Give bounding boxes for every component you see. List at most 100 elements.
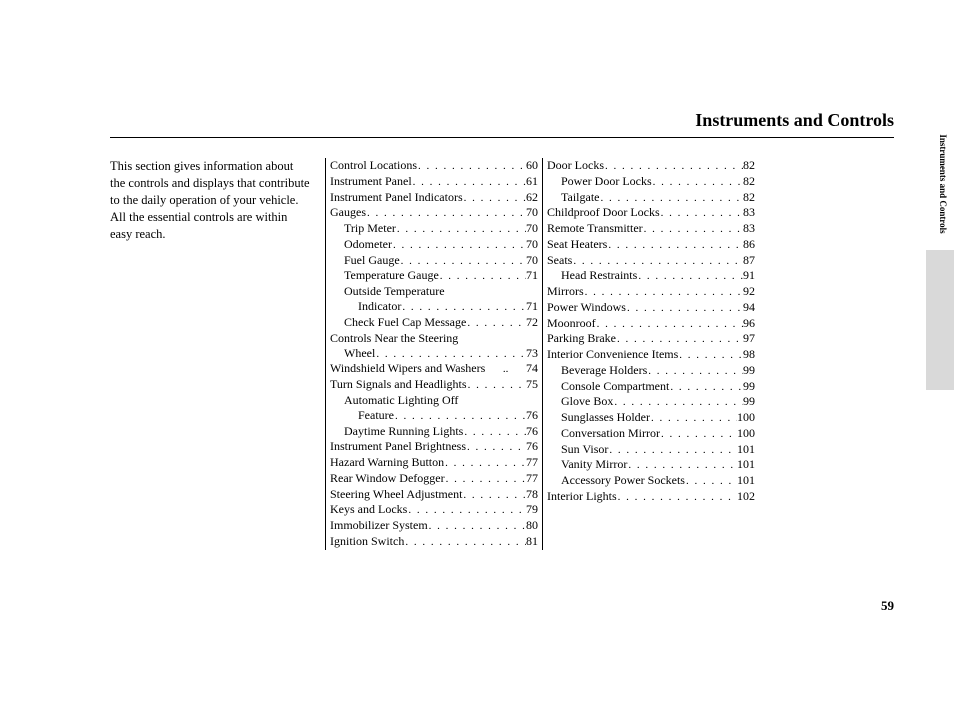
toc-leader-dots: . . . . . . . . . . . . . . . . . . . . …	[627, 459, 737, 473]
toc-label: Beverage Holders	[561, 363, 647, 378]
toc-entry: Remote Transmitter. . . . . . . . . . . …	[547, 221, 755, 237]
toc-label: Power Door Locks	[561, 174, 652, 189]
toc-page-number: 70	[526, 205, 538, 220]
toc-leader-dots: . . . . . . . . . . . . . . . . . . . . …	[617, 491, 737, 505]
toc-leader-dots: . . . . . . . . . . . . . . . . . . . . …	[599, 192, 743, 206]
toc-leader-dots: . . . . . . . . . . . . . . . . . . . . …	[637, 270, 743, 284]
toc-page-number: 77	[526, 455, 538, 470]
toc-page-number: 76	[526, 439, 538, 454]
toc-label: Control Locations	[330, 158, 417, 173]
toc-label: Glove Box	[561, 394, 613, 409]
toc-entry: Beverage Holders. . . . . . . . . . . . …	[547, 363, 755, 379]
toc-page-number: 78	[526, 487, 538, 502]
toc-label: Childproof Door Locks	[547, 205, 660, 220]
toc-entry: Seats. . . . . . . . . . . . . . . . . .…	[547, 253, 755, 269]
toc-label: Automatic Lighting Off	[344, 393, 458, 408]
toc-leader-dots: . . . . . . . . . . . . . . . . . . . . …	[660, 207, 743, 221]
toc-leader-dots: . . . . . . . . . . . . . . . . . . . . …	[607, 239, 743, 253]
toc-entry: Sunglasses Holder. . . . . . . . . . . .…	[547, 410, 755, 426]
toc-entry: Outside Temperature	[330, 284, 538, 299]
toc-entry: Windshield Wipers and Washers .. 74	[330, 361, 538, 377]
toc-label: Fuel Gauge	[344, 253, 400, 268]
toc-leader-dots: . . . . . . . . . . . . . . . . . . . . …	[572, 255, 743, 269]
toc-label: Instrument Panel Indicators	[330, 190, 463, 205]
toc-entry: Automatic Lighting Off	[330, 393, 538, 408]
toc-leader-dots: . . . . . . . . . . . . . . . . . . . . …	[626, 302, 743, 316]
toc-column-2: Door Locks. . . . . . . . . . . . . . . …	[542, 158, 759, 550]
toc-entry: Control Locations. . . . . . . . . . . .…	[330, 158, 538, 174]
toc-entry: Power Door Locks. . . . . . . . . . . . …	[547, 174, 755, 190]
toc-leader-dots: . . . . . . . . . . . . . . . . . . . . …	[466, 441, 526, 455]
toc-label: Instrument Panel	[330, 174, 412, 189]
toc-leader-dots: . . . . . . . . . . . . . . . . . . . . …	[439, 270, 526, 284]
document-page: Instruments and Controls This section gi…	[0, 0, 954, 710]
toc-label: Conversation Mirror	[561, 426, 660, 441]
toc-leader-dots: . . . . . . . . . . . . . . . . . . . . …	[604, 160, 743, 174]
toc-entry: Door Locks. . . . . . . . . . . . . . . …	[547, 158, 755, 174]
toc-leader-dots: . . . . . . . . . . . . . . . . . . . . …	[660, 428, 737, 442]
toc-label: Odometer	[344, 237, 392, 252]
toc-leader-dots: . . . . . . . . . . . . . . . . . . . . …	[463, 426, 526, 440]
toc-page-number: 91	[743, 268, 755, 283]
toc-leader-dots: . . . . . . . . . . . . . . . . . . . . …	[401, 301, 526, 315]
toc-entry: Instrument Panel Indicators. . . . . . .…	[330, 190, 538, 206]
toc-page-number: 102	[737, 489, 755, 504]
toc-entry: Power Windows. . . . . . . . . . . . . .…	[547, 300, 755, 316]
toc-page-number: 79	[526, 502, 538, 517]
toc-column-1: Control Locations . . . . . . . . . . . .…	[325, 158, 542, 550]
toc-label: Sun Visor	[561, 442, 608, 457]
toc-entry: Temperature Gauge. . . . . . . . . . . .…	[330, 268, 538, 284]
toc-leader-dots: . . . . . . . . . . . . . . . . . . . . …	[375, 348, 526, 362]
toc-label: Check Fuel Cap Message	[344, 315, 466, 330]
toc-leader-dots: . . . . . . . . . . . . . . . . . . . . …	[685, 475, 737, 489]
toc-leader-dots: . . . . . . . . . . . . . . . . . . . . …	[428, 520, 526, 534]
toc-label: Trip Meter	[344, 221, 396, 236]
toc-page-number: 101	[737, 442, 755, 457]
toc-label: Seats	[547, 253, 572, 268]
toc-entry: Glove Box. . . . . . . . . . . . . . . .…	[547, 394, 755, 410]
toc-label: Head Restraints	[561, 268, 637, 283]
toc-entry: Accessory Power Sockets. . . . . . . . .…	[547, 473, 755, 489]
toc-entry: Keys and Locks. . . . . . . . . . . . . …	[330, 502, 538, 518]
toc-page-number: 99	[743, 394, 755, 409]
toc-label: Interior Convenience Items	[547, 347, 678, 362]
toc-label: Remote Transmitter	[547, 221, 643, 236]
toc-entry: Gauges. . . . . . . . . . . . . . . . . …	[330, 205, 538, 221]
toc-leader-dots: . . . . . . . . . . . . . . . . . . . . …	[400, 255, 526, 269]
toc-entry: Fuel Gauge. . . . . . . . . . . . . . . …	[330, 253, 538, 269]
toc-page-number: 70	[526, 253, 538, 268]
toc-entry: Turn Signals and Headlights. . . . . . .…	[330, 377, 538, 393]
toc-page-number: 61	[526, 174, 538, 189]
toc-page-number: 73	[526, 346, 538, 361]
toc-page-number: 74	[526, 361, 538, 376]
toc-page-number: 81	[526, 534, 538, 549]
toc-leader-dots: . . . . . . . . . . . . . . . . . . . . …	[678, 349, 743, 363]
toc-label: Gauges	[330, 205, 366, 220]
toc-page-number: 76	[526, 408, 538, 423]
toc-leader-dots: . . . . . . . . . . . . . . . . . . . . …	[650, 412, 737, 426]
toc-leader-dots: . . . . . . . . . . . . . . . . . . . . …	[652, 176, 743, 190]
toc-leader-dots: . . . . . . . . . . . . . . . . . . . . …	[412, 176, 526, 190]
toc-page-number: 83	[743, 221, 755, 236]
toc-page-number: 70	[526, 237, 538, 252]
toc-entry: Instrument Panel. . . . . . . . . . . . …	[330, 174, 538, 190]
toc-label: Wheel	[344, 346, 375, 361]
toc-page-number: 62	[526, 190, 538, 205]
toc-label: Accessory Power Sockets	[561, 473, 685, 488]
toc-entry: Console Compartment. . . . . . . . . . .…	[547, 379, 755, 395]
toc-leader-dots: . . . . . . . . . . . . . . . . . . . . …	[444, 457, 526, 471]
toc-leader-dots: . . . . . . . . . . . . . . . . . . . . …	[445, 473, 526, 487]
toc-leader-dots: . . . . . . . . . . . . . . . . . . . . …	[396, 223, 526, 237]
toc-page-number: 82	[743, 174, 755, 189]
toc-label: Controls Near the Steering	[330, 331, 458, 346]
toc-page-number: 76	[526, 424, 538, 439]
toc-leader-dots: . . . . . . . . . . . . . . . . . . . . …	[608, 444, 737, 458]
toc-leader-dots: . . . . . . . . . . . . . . . . . . . . …	[584, 286, 743, 300]
toc-entry: Hazard Warning Button. . . . . . . . . .…	[330, 455, 538, 471]
toc-entry: Steering Wheel Adjustment. . . . . . . .…	[330, 487, 538, 503]
toc-entry: Vanity Mirror. . . . . . . . . . . . . .…	[547, 457, 755, 473]
toc-leader-dots: . . . . . . . . . . . . . . . . . . . . …	[596, 318, 743, 332]
toc-label: Sunglasses Holder	[561, 410, 650, 425]
toc-page-number: 86	[743, 237, 755, 252]
toc-entry: Trip Meter. . . . . . . . . . . . . . . …	[330, 221, 538, 237]
